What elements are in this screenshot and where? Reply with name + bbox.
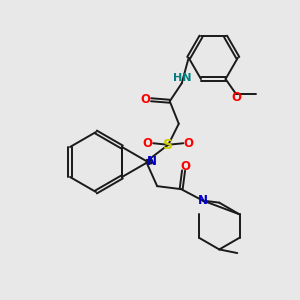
Text: S: S <box>163 138 173 152</box>
Text: O: O <box>143 137 153 150</box>
Text: N: N <box>198 194 208 207</box>
Text: O: O <box>184 137 194 150</box>
Text: O: O <box>141 93 151 106</box>
Text: N: N <box>147 155 157 168</box>
Text: HN: HN <box>173 73 192 83</box>
Text: O: O <box>180 160 190 172</box>
Text: O: O <box>232 91 242 104</box>
